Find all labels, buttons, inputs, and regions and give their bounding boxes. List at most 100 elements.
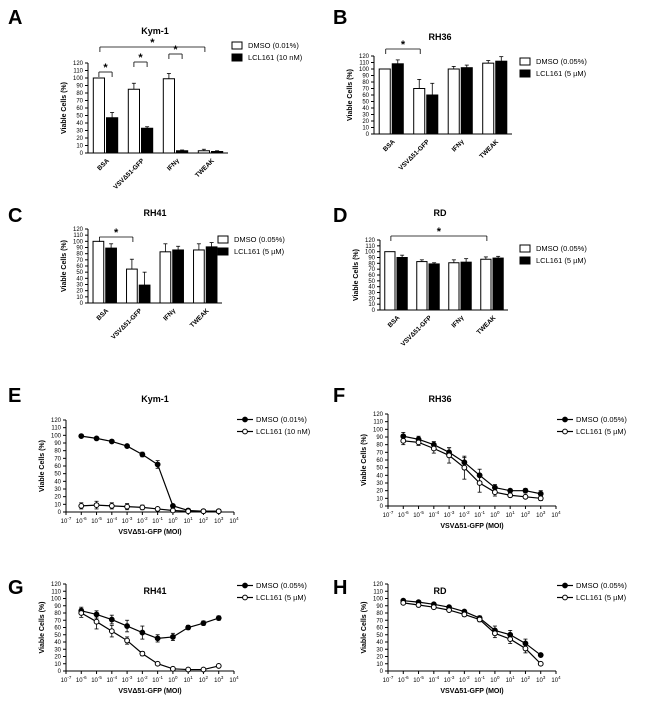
y-tick-label: 20 — [54, 495, 61, 501]
data-point — [492, 489, 498, 496]
panel-label: E — [8, 385, 21, 407]
data-point — [154, 635, 161, 642]
category-label: IFNγ — [450, 314, 465, 329]
data-point — [124, 623, 130, 629]
legend: DMSO (0.05%) LCL161 (5 µM) — [557, 581, 627, 602]
data-point — [108, 438, 115, 445]
bar — [460, 261, 472, 311]
category-label: TWEAK — [189, 307, 211, 329]
y-tick-label: 60 — [376, 626, 383, 632]
y-tick-label: 10 — [76, 295, 83, 301]
bar — [211, 151, 224, 154]
legend-label: DMSO (0.05%) — [576, 415, 627, 424]
x-tick-label: 10-1 — [474, 510, 485, 519]
y-tick-label: 110 — [73, 69, 83, 75]
data-point — [476, 616, 483, 623]
bar — [448, 262, 460, 311]
y-tick-label: 70 — [362, 87, 369, 93]
bar — [126, 268, 138, 304]
x-axis-label: VSVΔ51-GFP (MOI) — [440, 523, 503, 530]
legend-swatch — [217, 235, 229, 244]
y-tick-label: 110 — [373, 420, 383, 426]
y-tick-label: 0 — [380, 504, 384, 510]
data-point — [461, 611, 468, 618]
chart-title: RH41 — [143, 586, 166, 596]
category-label: IFNγ — [166, 157, 181, 172]
x-axis-label: VSVΔ51-GFP (MOI) — [440, 688, 503, 695]
x-tick-label: 10-7 — [61, 675, 72, 684]
bar — [396, 257, 408, 311]
data-point — [400, 599, 407, 606]
y-tick-label: 90 — [76, 84, 83, 90]
y-tick-label: 100 — [365, 250, 376, 256]
legend-marker — [242, 594, 248, 601]
y-tick-label: 10 — [376, 662, 383, 668]
y-tick-label: 10 — [54, 662, 61, 668]
y-tick-label: 70 — [76, 99, 83, 105]
data-point — [215, 615, 222, 621]
x-tick-label: 10-4 — [106, 675, 117, 684]
legend-label: DMSO (0.01%) — [248, 41, 299, 50]
bar — [138, 284, 151, 304]
data-point — [170, 502, 176, 509]
y-axis-label: Viable Cells (%) — [353, 249, 360, 301]
data-point — [200, 620, 207, 627]
data-point — [139, 504, 146, 511]
y-tick-label: 100 — [51, 597, 62, 603]
data-point — [154, 506, 161, 512]
panel-G: G RH410102030405060708090100110120Viable … — [8, 577, 307, 695]
legend: DMSO (0.01%) LCL161 (10 nM) — [237, 415, 311, 436]
legend-marker — [242, 428, 248, 435]
y-tick-label: 120 — [73, 227, 84, 233]
category-label: VSVΔ51-GFP — [400, 314, 434, 348]
y-tick-label: 30 — [376, 481, 383, 487]
data-point — [415, 602, 422, 608]
legend-label: DMSO (0.01%) — [256, 415, 307, 424]
y-tick-label: 50 — [76, 270, 83, 276]
data-point — [415, 439, 422, 446]
bar — [384, 251, 396, 311]
x-axis-label: VSVΔ51-GFP (MOI) — [118, 529, 181, 536]
y-tick-label: 0 — [80, 151, 84, 157]
y-tick-label: 10 — [54, 502, 61, 508]
y-tick-label: 120 — [373, 412, 384, 418]
data-point — [215, 663, 222, 669]
data-point — [124, 637, 130, 644]
bar — [193, 249, 205, 304]
x-tick-label: 10-4 — [106, 516, 117, 525]
x-tick-label: 10-6 — [398, 675, 409, 684]
x-tick-label: 103 — [536, 675, 546, 684]
x-tick-label: 103 — [214, 516, 224, 525]
legend-swatch — [217, 247, 229, 256]
x-tick-label: 10-2 — [137, 675, 148, 684]
legend: DMSO (0.05%) LCL161 (5 µM) — [217, 235, 285, 256]
significance-star: * — [114, 227, 119, 239]
x-tick-label: 10-1 — [152, 516, 163, 525]
y-tick-label: 90 — [376, 604, 383, 610]
y-axis-label: Viable Cells (%) — [61, 82, 68, 134]
y-tick-label: 30 — [362, 113, 369, 119]
data-point — [185, 666, 192, 673]
data-point — [446, 452, 452, 459]
data-point — [461, 464, 468, 471]
bar — [416, 261, 428, 311]
data-point — [507, 636, 514, 642]
bar — [197, 150, 211, 154]
data-point — [93, 618, 100, 625]
data-point — [200, 666, 207, 673]
panel-F: F RH360102030405060708090100110120Viable … — [333, 385, 627, 530]
y-tick-label: 80 — [54, 449, 61, 455]
data-point — [139, 629, 146, 636]
y-tick-label: 120 — [365, 238, 376, 244]
legend-label: LCL161 (5 µM) — [576, 593, 627, 602]
bar — [92, 77, 106, 154]
x-tick-label: 10-7 — [383, 675, 394, 684]
bar — [460, 67, 473, 135]
y-tick-label: 100 — [51, 433, 62, 439]
x-tick-label: 103 — [536, 510, 546, 519]
y-tick-label: 30 — [368, 291, 375, 297]
panel-label: F — [333, 385, 345, 407]
x-tick-label: 104 — [229, 516, 239, 525]
category-label: VSVΔ51-GFP — [398, 138, 432, 172]
x-tick-label: 10-6 — [76, 675, 87, 684]
